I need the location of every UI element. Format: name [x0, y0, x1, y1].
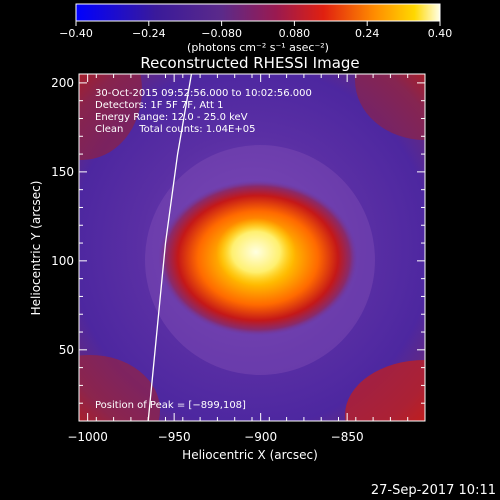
colorbar-unit-label: (photons cm⁻² s⁻¹ asec⁻²): [187, 41, 329, 54]
x-axis-label: Heliocentric X (arcsec): [182, 448, 318, 462]
chart-title: Reconstructed RHESSI Image: [140, 54, 359, 72]
colorbar-tick-labels: −0.40 −0.24 −0.080 0.080 0.24 0.40: [59, 27, 452, 40]
x-tick-label: −850: [331, 430, 364, 444]
y-axis-ticks: [79, 82, 425, 404]
footer-timestamp: 27-Sep-2017 10:11: [371, 483, 496, 498]
colorbar-ticks: [75, 21, 441, 26]
y-tick-label: 50: [59, 343, 74, 357]
y-axis-tick-labels: 50 100 150 200: [51, 76, 74, 357]
colorbar-bar: [75, 3, 441, 22]
annotation-detectors: Detectors: 1F 5F 7F, Att 1: [95, 100, 223, 111]
x-axis-tick-labels: −1000 −950 −900 −850: [67, 430, 363, 444]
peak-position-label: Position of Peak = [−899,108]: [95, 400, 246, 411]
y-axis-label: Heliocentric Y (arcsec): [29, 181, 43, 316]
colorbar-tick-label: 0.24: [355, 27, 380, 40]
y-tick-label: 150: [51, 165, 74, 179]
colorbar-tick-label: −0.24: [132, 27, 166, 40]
annotation-clean-counts: Clean Total counts: 1.04E+05: [95, 124, 255, 135]
colorbar-tick-label: 0.080: [279, 27, 311, 40]
image-corner-shading: [79, 74, 425, 421]
source-core: [216, 218, 296, 286]
annotation-time-range: 30-Oct-2015 09:52:56.000 to 10:02:56.000: [95, 88, 312, 99]
colorbar-tick-label: −0.40: [59, 27, 93, 40]
x-tick-label: −900: [244, 430, 277, 444]
x-axis-ticks: [78, 74, 426, 421]
colorbar-tick-label: 0.40: [428, 27, 453, 40]
y-tick-label: 200: [51, 76, 74, 90]
plot-area: [79, 74, 425, 421]
colorbar-tick-label: −0.080: [201, 27, 242, 40]
solar-limb-curve: [147, 74, 193, 421]
x-tick-label: −1000: [67, 430, 108, 444]
x-tick-label: −950: [158, 430, 191, 444]
annotation-energy-range: Energy Range: 12.0 - 25.0 keV: [95, 112, 248, 123]
y-tick-label: 100: [51, 254, 74, 268]
colorbar: −0.40 −0.24 −0.080 0.080 0.24 0.40 (photons c…: [59, 3, 452, 54]
